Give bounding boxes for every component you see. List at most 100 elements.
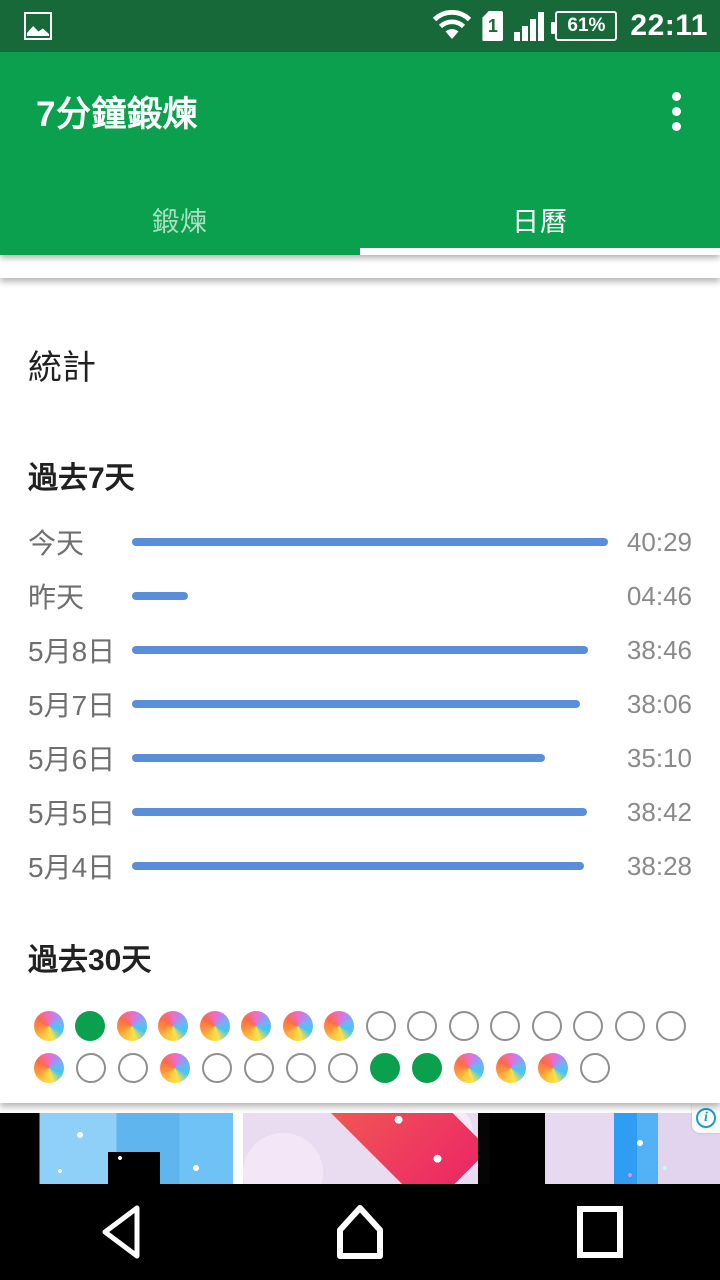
day-circle-rainbow (282, 1011, 313, 1041)
day-cell (532, 1047, 574, 1089)
stat-duration-value: 40:29 (626, 526, 692, 557)
day-circle-empty (118, 1053, 148, 1083)
info-icon: i (696, 1108, 716, 1128)
day-cell (651, 1005, 693, 1047)
ad-banner[interactable]: i (0, 1103, 720, 1184)
day-circle-green (412, 1053, 442, 1083)
ad-image-piano-tiles-dark[interactable] (490, 1113, 720, 1184)
status-bar: 1 61% 22:11 (0, 0, 720, 52)
stats-card: 統計 過去7天 今天 40:29 昨天 04:46 5月8日 38:46 5月7日 38:06… (0, 278, 720, 1103)
stat-duration-value: 38:06 (626, 688, 692, 719)
stat-row: 5月8日 38:46 (28, 623, 692, 677)
circle-row (28, 1005, 692, 1047)
tab-bar: 鍛煉 日曆 (0, 183, 720, 255)
stat-bar-track (132, 646, 608, 654)
recents-icon (577, 1206, 623, 1258)
day-cell (443, 1005, 485, 1047)
stat-row: 5月6日 35:10 (28, 731, 692, 785)
day-circle-empty (286, 1053, 316, 1083)
day-cell (360, 1005, 402, 1047)
stat-day-label: 5月5日 (28, 798, 116, 829)
day-cell (70, 1047, 112, 1089)
day-cell (238, 1047, 280, 1089)
stat-row: 昨天 04:46 (28, 569, 692, 623)
stat-row: 5月4日 38:28 (28, 839, 692, 893)
stat-day-label: 今天 (28, 528, 85, 559)
day-cell (448, 1047, 490, 1089)
day-cell (28, 1047, 70, 1089)
day-circle-empty (573, 1011, 604, 1041)
day-circle-empty (580, 1053, 610, 1083)
day-circle-green (370, 1053, 400, 1083)
day-cell (111, 1005, 153, 1047)
stat-bar (132, 808, 588, 816)
nav-back-button[interactable] (0, 1203, 240, 1261)
overflow-menu-icon[interactable] (652, 88, 700, 136)
stat-bar (132, 700, 580, 708)
last-7-days-chart: 今天 40:29 昨天 04:46 5月8日 38:46 5月7日 38:06 5月6日 35:1… (28, 515, 692, 893)
nav-home-button[interactable] (240, 1203, 480, 1261)
day-circle-rainbow (241, 1011, 272, 1041)
day-circle-rainbow (116, 1011, 147, 1041)
last-30-days-heading: 過去30天 (28, 944, 152, 977)
card-spacer-strip (0, 255, 720, 278)
tab-calendar[interactable]: 日曆 (512, 206, 568, 237)
day-circle-empty (490, 1011, 521, 1041)
day-circle-rainbow (33, 1011, 64, 1041)
day-circle-empty (76, 1053, 106, 1083)
day-circle-empty (365, 1011, 396, 1041)
ad-image-ribbon[interactable] (243, 1113, 478, 1184)
status-clock: 22:11 (630, 9, 708, 42)
stat-bar-track (132, 808, 608, 816)
circle-row (28, 1047, 692, 1089)
tab-workout[interactable]: 鍛煉 (152, 206, 208, 237)
stat-bar (132, 538, 608, 546)
stat-duration-value: 38:28 (626, 850, 692, 881)
stat-bar (132, 646, 588, 654)
stat-row: 今天 40:29 (28, 515, 692, 569)
ad-image-piano-tiles[interactable] (0, 1113, 233, 1184)
day-cell (196, 1047, 238, 1089)
day-cell (609, 1005, 651, 1047)
day-circle-rainbow (538, 1053, 568, 1083)
day-cell (574, 1047, 616, 1089)
day-circle-empty (244, 1053, 274, 1083)
app-bar: 7分鐘鍛煉 鍛煉 日曆 (0, 52, 720, 255)
day-circle-rainbow (324, 1011, 355, 1041)
back-icon (102, 1205, 140, 1259)
day-circle-rainbow (496, 1053, 526, 1083)
day-circle-rainbow (34, 1053, 64, 1083)
nav-recents-button[interactable] (480, 1206, 720, 1258)
stat-duration-value: 35:10 (626, 742, 692, 773)
screenshot-notification-icon (24, 12, 52, 40)
ad-ribbon-graphic (301, 1113, 478, 1184)
wifi-icon (433, 10, 472, 39)
day-cell (526, 1005, 568, 1047)
selected-tab-indicator (360, 248, 720, 255)
stat-day-label: 昨天 (28, 582, 85, 613)
sim-card-icon: 1 (482, 11, 504, 41)
ad-choices-badge[interactable]: i (692, 1103, 720, 1133)
day-cell (112, 1047, 154, 1089)
app-title: 7分鐘鍛煉 (36, 95, 198, 134)
day-cell (364, 1047, 406, 1089)
day-circle-rainbow (158, 1011, 189, 1041)
day-cell (485, 1005, 527, 1047)
ad-tile-gap (478, 1113, 490, 1184)
cell-signal-icon (514, 11, 545, 41)
stat-bar-track (132, 592, 608, 600)
last-7-days-heading: 過去7天 (28, 462, 135, 495)
android-nav-bar (0, 1184, 720, 1280)
ad-tile-gap (233, 1113, 243, 1184)
day-cell (490, 1047, 532, 1089)
day-circle-empty (614, 1011, 645, 1041)
stat-bar (132, 592, 189, 600)
last-30-days-grid (28, 1005, 692, 1089)
stat-duration-value: 38:42 (626, 796, 692, 827)
stat-row: 5月7日 38:06 (28, 677, 692, 731)
day-circle-empty (656, 1011, 687, 1041)
day-cell (277, 1005, 319, 1047)
battery-percent: 61% (567, 15, 606, 36)
stat-bar (132, 754, 546, 762)
day-cell (402, 1005, 444, 1047)
